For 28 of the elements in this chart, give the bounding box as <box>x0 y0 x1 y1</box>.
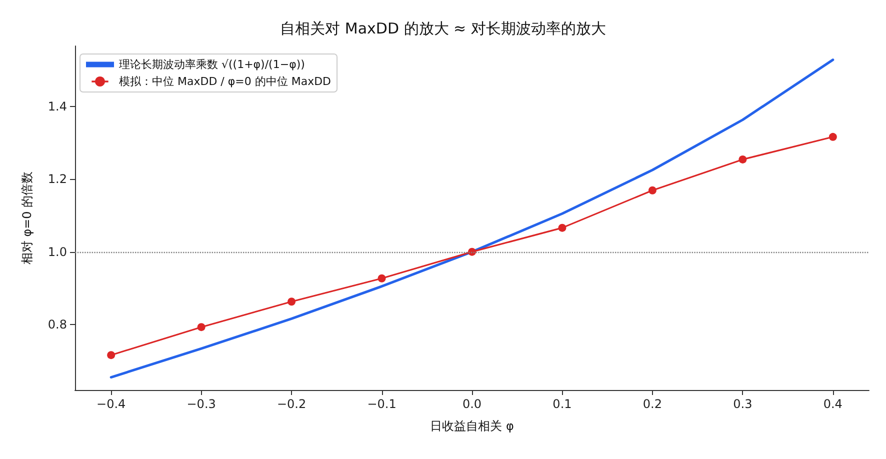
x-tick-label: 0.4 <box>823 397 842 411</box>
line-series <box>110 58 834 379</box>
x-tick-label: −0.4 <box>96 397 126 411</box>
point <box>378 274 386 282</box>
x-tick-label: 0.3 <box>733 397 752 411</box>
y-axis-title: 相对 φ=0 的倍数 <box>20 171 34 265</box>
x-tick-label: −0.1 <box>367 397 396 411</box>
x-tick-label: −0.2 <box>276 397 306 411</box>
chart-title: 自相关对 MaxDD 的放大 ≈ 对长期波动率的放大 <box>280 20 606 38</box>
point <box>558 224 566 232</box>
x-tick-label: 0.0 <box>462 397 482 411</box>
legend-label: 理论长期波动率乘数 √((1+φ)/(1−φ)) <box>119 58 305 71</box>
y-tick-label: 0.8 <box>48 318 67 332</box>
x-tick-label: 0.1 <box>552 397 572 411</box>
y-tick-label: 1.4 <box>48 99 67 114</box>
x-axis-title: 日收益自相关 φ <box>430 419 514 433</box>
point <box>197 323 206 332</box>
point <box>288 298 296 306</box>
point <box>738 155 747 164</box>
point <box>828 132 837 141</box>
legend-label: 模拟：中位 MaxDD / φ=0 的中位 MaxDD <box>119 75 332 88</box>
y-tick-label: 1.2 <box>48 172 67 186</box>
point <box>648 186 656 194</box>
point <box>107 351 116 360</box>
x-tick-label: 0.2 <box>642 397 662 411</box>
y-tick-label: 1.0 <box>48 244 67 259</box>
x-tick-label: −0.3 <box>186 397 216 411</box>
point <box>468 248 476 256</box>
